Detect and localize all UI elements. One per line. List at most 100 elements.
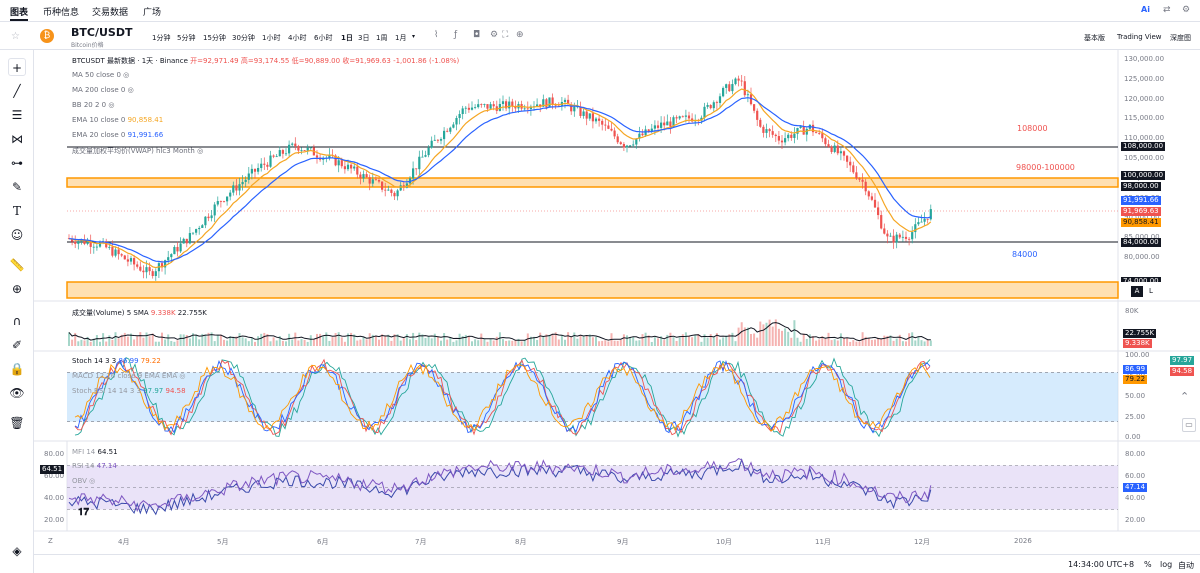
legend-mfi[interactable]: MFI 14 64.51 — [72, 448, 118, 456]
camera-icon[interactable]: ◘ — [473, 30, 481, 40]
candle-body — [474, 107, 477, 108]
candle-body — [281, 150, 284, 154]
timeframe-5m[interactable]: 5分钟 — [177, 34, 196, 42]
eye-hidden-icon[interactable]: ◎ — [123, 71, 130, 79]
clock-time[interactable]: 14:34:00 UTC+8 — [1068, 560, 1135, 569]
legend-stochrsi[interactable]: Stoch RSI 14 14 3 3 97.97 94.58 — [72, 387, 186, 395]
crosshair-icon[interactable]: + — [8, 58, 26, 76]
rsi-left-axis-label: 60.00 — [44, 471, 65, 480]
legend-ema10[interactable]: EMA 10 close 0 90,858.41 — [72, 116, 163, 124]
legend-vwap[interactable]: 成交量加权平均价(VWAP) hlc3 Month ◎ — [72, 146, 203, 156]
legend-ema10-label: EMA 10 close 0 — [72, 116, 126, 124]
timeframe-4h[interactable]: 4小时 — [288, 34, 307, 42]
candle — [182, 237, 185, 244]
percent-toggle[interactable]: % — [1144, 560, 1152, 569]
timeframe-15m[interactable]: 15分钟 — [203, 34, 226, 42]
eye-hidden-icon[interactable]: ◎ — [179, 372, 186, 380]
translate-icon[interactable]: ⇄ — [1163, 5, 1171, 15]
legend-obv[interactable]: OBV ◎ — [72, 477, 95, 485]
ai-button[interactable]: Ai — [1141, 5, 1150, 14]
timeframe-3d[interactable]: 3日 — [358, 34, 370, 42]
nav-trade-data[interactable]: 交易数据 — [92, 8, 129, 18]
log-scale-button[interactable]: L — [1149, 287, 1153, 295]
volume-bar — [436, 336, 439, 346]
legend-ema20[interactable]: EMA 20 close 0 91,991.66 — [72, 131, 163, 139]
legend-rsi[interactable]: RSI 14 47.14 — [72, 462, 117, 470]
volume-bar — [619, 339, 622, 346]
symbol-title[interactable]: BTC/USDT — [71, 26, 133, 39]
legend-ma50[interactable]: MA 50 close 0 ◎ — [72, 71, 129, 79]
fullscreen-icon[interactable]: ⛶ — [502, 30, 509, 40]
legend-macd[interactable]: MACD 12 26 close 9 EMA EMA ◎ — [72, 372, 185, 380]
settings-gear-icon[interactable]: ⚙ — [490, 30, 499, 40]
ruler-icon[interactable]: 📏 — [9, 258, 25, 272]
eye-hidden-icon[interactable]: ◎ — [89, 477, 96, 485]
volume-bar — [926, 339, 929, 346]
timeframe-1w[interactable]: 1周 — [376, 34, 388, 42]
scroll-up-icon[interactable]: ⌃ — [1180, 390, 1190, 403]
log-toggle[interactable]: log — [1160, 560, 1173, 569]
lock-icon[interactable]: 🔒 — [9, 362, 25, 376]
text-icon[interactable]: T — [12, 204, 21, 218]
favorite-star-icon[interactable]: ☆ — [11, 31, 20, 42]
timeframe-1mo[interactable]: 1月 — [395, 34, 407, 42]
eye-hidden-icon[interactable]: ◎ — [108, 101, 115, 109]
candle — [842, 150, 846, 161]
candle-body — [244, 179, 247, 182]
timeframe-1m[interactable]: 1分钟 — [152, 34, 171, 42]
timeframe-1h[interactable]: 1小时 — [262, 34, 281, 42]
view-basic[interactable]: 基本版 — [1084, 34, 1105, 42]
trash-icon[interactable]: 🗑 — [9, 416, 25, 430]
candle-body — [136, 264, 139, 267]
legend-ma200[interactable]: MA 200 close 0 ◎ — [72, 86, 134, 94]
candle-body — [523, 108, 526, 110]
candle-body — [824, 138, 827, 145]
settings-icon[interactable]: ⚙ — [1182, 5, 1191, 15]
auto-toggle[interactable]: 自动 — [1178, 561, 1194, 570]
pattern-icon[interactable]: ⋈ — [11, 132, 23, 146]
panel-icon[interactable]: ▭ — [1182, 418, 1196, 432]
legend-volume[interactable]: 成交量(Volume) 5 SMA 9.338K 22.755K — [72, 308, 207, 318]
timeframe-30m[interactable]: 30分钟 — [232, 34, 255, 42]
volume-bar — [142, 337, 145, 346]
nav-coin-info[interactable]: 币种信息 — [43, 8, 80, 18]
auto-scale-button[interactable]: A — [1131, 286, 1143, 297]
magnet-icon[interactable]: ∩ — [12, 314, 22, 328]
nav-chart[interactable]: 图表 — [10, 8, 29, 18]
volume-bar — [331, 337, 334, 346]
eye-hidden-icon[interactable]: ◎ — [197, 147, 204, 155]
nav-square[interactable]: 广场 — [143, 8, 162, 18]
candle-body — [247, 173, 250, 180]
view-tradingview[interactable]: Trading View — [1117, 33, 1162, 41]
layers-icon[interactable]: ◈ — [12, 544, 22, 558]
timeframe-6h[interactable]: 6小时 — [314, 34, 333, 42]
volume-bar — [105, 341, 108, 346]
legend-bb[interactable]: BB 20 2 0 ◎ — [72, 101, 114, 109]
tradingview-logo-icon: 𝟏𝟕 — [78, 507, 90, 518]
trendline-icon[interactable]: ╱ — [13, 84, 21, 98]
eye-icon[interactable]: 👁 — [9, 386, 25, 400]
brush-icon[interactable]: ✎ — [11, 180, 23, 194]
prediction-icon[interactable]: ⊶ — [11, 156, 23, 170]
emoji-icon[interactable]: ☺ — [10, 228, 24, 242]
indicators-icon[interactable]: ƒ — [454, 30, 458, 40]
ohlc-title: BTCUSDT 最新数据 · 1天 · Binance — [72, 57, 188, 65]
timeframe-dropdown-icon[interactable]: ▾ — [412, 33, 416, 40]
zoom-in-icon[interactable]: ⊕ — [11, 282, 23, 296]
fib-retracement-icon[interactable]: ☰ — [11, 108, 23, 122]
volume-bar — [325, 332, 328, 346]
lock-drawing-icon[interactable]: ✐ — [11, 338, 23, 352]
timeframe-1d[interactable]: 1日 — [341, 34, 353, 42]
chart-type-icon[interactable]: ⌇ — [434, 30, 439, 40]
candle-body — [687, 115, 691, 119]
eye-hidden-icon[interactable]: ◎ — [127, 86, 134, 94]
zoom-icon[interactable]: Z — [48, 537, 53, 545]
volume-bar — [743, 327, 746, 346]
legend-stoch[interactable]: Stoch 14 3 3 86.99 79.22 — [72, 357, 161, 365]
volume-bar — [607, 341, 610, 346]
volume-bar — [402, 338, 405, 346]
view-depth[interactable]: 深度图 — [1170, 34, 1191, 42]
add-icon[interactable]: ⊕ — [516, 30, 524, 40]
candle — [294, 137, 297, 151]
